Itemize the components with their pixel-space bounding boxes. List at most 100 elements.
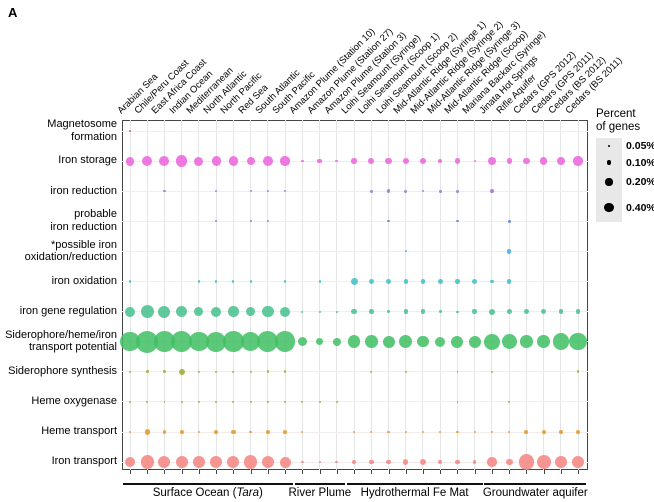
bubble — [197, 400, 200, 403]
bubble — [146, 400, 149, 403]
bubble — [506, 249, 512, 254]
bubble — [402, 158, 409, 165]
bubble — [335, 460, 339, 464]
bubble — [540, 157, 548, 165]
row-label: probable iron reduction — [50, 208, 117, 233]
axis-tick — [319, 470, 321, 474]
bubble — [215, 280, 218, 283]
bubble — [265, 430, 270, 434]
row-label: Siderophore synthesis — [8, 365, 117, 378]
bubble — [318, 310, 321, 313]
bubble — [369, 189, 373, 193]
bubble — [403, 459, 409, 465]
bubble — [506, 308, 512, 315]
bubble — [249, 370, 252, 373]
bubble — [129, 400, 131, 403]
gridline-v — [198, 120, 200, 470]
group-label: Surface Ocean (Tara) — [152, 487, 263, 499]
gridline-v — [456, 120, 458, 470]
bubble — [385, 278, 392, 285]
gridline-v — [388, 120, 390, 470]
bubble — [318, 461, 321, 464]
bubble — [347, 335, 361, 348]
group-underline — [484, 483, 587, 485]
gridline-v — [525, 120, 527, 470]
bubble — [501, 334, 517, 350]
bubble — [435, 336, 446, 347]
bubble — [297, 337, 308, 347]
bubble — [128, 280, 132, 283]
axis-tick — [198, 470, 200, 474]
gridline-v — [560, 120, 562, 470]
bubble — [315, 338, 324, 346]
bubble — [576, 430, 581, 434]
bubble — [353, 431, 355, 433]
bubble — [368, 158, 375, 165]
bubble — [523, 308, 530, 315]
bubble — [576, 370, 580, 374]
axis-tick — [457, 470, 459, 474]
bubble — [369, 309, 374, 314]
bubble — [232, 370, 235, 373]
bubble — [385, 157, 392, 165]
row-label: Heme oxygenase — [31, 395, 117, 408]
plot-panel-border — [122, 120, 588, 470]
gridline-h — [122, 371, 588, 373]
bubble — [364, 335, 378, 348]
group-underline — [346, 483, 483, 485]
bubble — [317, 158, 322, 164]
bubble — [244, 455, 258, 469]
bubble — [387, 310, 390, 313]
gridline-v — [301, 120, 303, 470]
gridline-v — [577, 120, 579, 470]
bubble — [438, 310, 442, 313]
bubble — [506, 158, 512, 164]
gridline-v — [181, 120, 183, 470]
bubble — [283, 370, 287, 374]
axis-tick — [147, 470, 149, 474]
bubble — [301, 431, 304, 433]
bubble — [451, 335, 464, 348]
bubble — [484, 333, 500, 350]
bubble — [518, 454, 535, 470]
bubble — [438, 189, 442, 193]
legend-key-swatch — [596, 193, 622, 222]
gridline-v — [474, 120, 476, 470]
bubble — [455, 459, 460, 465]
group-label: Hydrothermal Fe Mat — [360, 487, 469, 499]
row-label: Magnetosome formation — [47, 118, 117, 143]
bubble — [206, 331, 227, 352]
bubble — [176, 306, 188, 318]
bubble — [171, 331, 193, 353]
bubble — [142, 156, 153, 167]
bubble — [454, 158, 461, 165]
bubble — [419, 157, 427, 165]
axis-tick — [526, 470, 528, 474]
bubble — [266, 190, 269, 193]
bubble — [194, 307, 204, 317]
bubble — [505, 458, 513, 466]
bubble — [262, 305, 274, 318]
bubble — [154, 331, 175, 352]
axis-tick — [250, 470, 252, 474]
bubble — [571, 455, 585, 469]
bubble — [386, 459, 391, 465]
bubble — [524, 430, 529, 434]
bubble — [240, 332, 261, 352]
gridline-v — [353, 120, 355, 470]
legend-keys: 0.05% 0.10% 0.20% 0.40% — [596, 138, 654, 222]
bubble — [179, 430, 184, 434]
bubble — [158, 305, 171, 318]
axis-tick — [440, 470, 442, 474]
bubble — [554, 456, 567, 469]
bubble — [421, 190, 425, 193]
bubble — [249, 430, 252, 434]
gridline-v — [422, 120, 424, 470]
bubble — [280, 156, 290, 166]
bubble — [274, 331, 296, 352]
bubble — [456, 370, 459, 373]
row-label: Siderophore/heme/iron transport potential — [5, 328, 117, 354]
bubble — [420, 309, 426, 314]
gridline-v — [319, 120, 321, 470]
